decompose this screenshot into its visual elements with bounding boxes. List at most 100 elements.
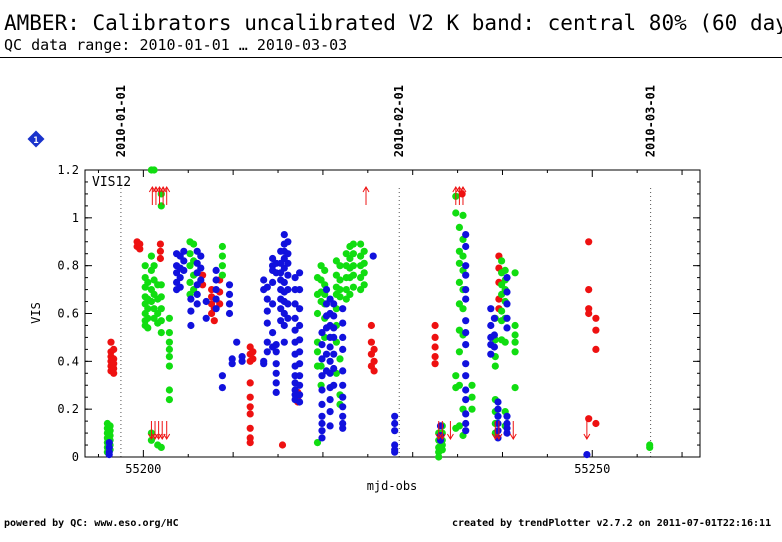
data-point-red [592, 419, 600, 428]
data-point-blue [318, 386, 326, 394]
data-point-blue [330, 324, 338, 332]
y-tick-label: 0.2 [57, 402, 79, 416]
x-axis: 55200 55250 [97, 170, 683, 476]
data-point-red [367, 321, 375, 330]
data-point-blue [503, 314, 511, 322]
below-limit-arrow-head [495, 433, 503, 440]
data-point-blue [272, 348, 280, 356]
data-point-red [249, 348, 257, 356]
data-point-blue [197, 276, 205, 284]
data-point-red [156, 240, 164, 248]
data-point-blue [490, 314, 498, 322]
data-point-blue [176, 274, 184, 282]
data-point-green [165, 362, 173, 370]
data-point-red [431, 321, 439, 330]
data-point-green [336, 355, 344, 363]
data-point-green [438, 446, 446, 454]
data-point-green [511, 321, 519, 330]
data-point-red [246, 424, 254, 432]
data-point-blue [462, 242, 470, 251]
data-point-blue [436, 422, 445, 430]
data-point-blue [280, 231, 288, 239]
data-point-blue [318, 412, 326, 420]
data-point-blue [494, 419, 502, 428]
data-point-blue [462, 329, 470, 337]
data-point-green [349, 262, 357, 270]
data-point-green [646, 443, 654, 451]
data-point-red [246, 403, 254, 411]
data-point-blue [462, 271, 470, 279]
data-point-green [141, 262, 149, 270]
data-point-blue [330, 312, 338, 320]
data-point-red [156, 254, 164, 263]
data-point-blue [269, 329, 277, 337]
panel-badge[interactable]: 1 [27, 130, 45, 148]
y-tick-label: 0.6 [57, 307, 79, 321]
data-point-red [431, 343, 439, 351]
panel-label: VIS12 [92, 175, 131, 190]
data-point-red [370, 345, 378, 353]
data-point-red [246, 379, 254, 387]
data-point-blue [503, 288, 511, 296]
data-point-blue [296, 381, 304, 389]
data-point-blue [326, 396, 334, 404]
data-point-blue [280, 278, 288, 286]
data-point-red [246, 393, 254, 401]
data-point-blue [269, 278, 277, 286]
data-point-blue [280, 321, 288, 330]
data-point-blue [391, 412, 399, 420]
data-point-green [468, 405, 476, 413]
data-point-blue [228, 360, 236, 368]
data-point-green [190, 240, 198, 248]
chart-title: AMBER: Calibrators uncalibrated V2 K ban… [4, 12, 782, 34]
data-point-green [336, 276, 344, 284]
data-point-green [455, 278, 463, 286]
above-limit-arrow-head [163, 186, 171, 193]
y-tick-label: 0 [72, 450, 79, 464]
header-divider [0, 57, 782, 58]
data-point-red [370, 367, 378, 375]
data-point-blue [272, 341, 280, 349]
data-point-blue [197, 252, 205, 260]
data-point-green [501, 338, 509, 346]
data-point-red [585, 309, 593, 318]
data-point-green [349, 271, 357, 279]
data-point-green [157, 202, 165, 210]
below-limit-arrow-head [509, 433, 517, 440]
data-point-green [360, 269, 368, 277]
data-point-blue [391, 419, 399, 428]
data-point-blue [462, 419, 470, 428]
data-point-blue [503, 300, 511, 308]
data-point-blue [462, 317, 470, 325]
data-point-blue [176, 283, 184, 291]
data-point-green [501, 266, 509, 274]
badge-label: 1 [33, 136, 38, 146]
data-point-blue [284, 238, 292, 246]
data-point-blue [339, 319, 347, 327]
above-limit-arrow-head [459, 186, 467, 193]
data-point-red [110, 345, 118, 353]
data-point-green [349, 250, 357, 258]
data-point-blue [193, 290, 201, 298]
data-point-red [370, 357, 378, 365]
data-point-green [468, 393, 476, 401]
data-point-green [157, 293, 165, 301]
data-point-blue [187, 321, 195, 330]
data-point-blue [296, 372, 304, 380]
data-point-red [431, 333, 439, 341]
data-point-blue [462, 427, 470, 435]
data-point-red [431, 353, 439, 361]
data-point-green [360, 259, 368, 267]
data-point-blue [462, 341, 470, 349]
data-point-blue [105, 451, 113, 459]
data-point-blue [272, 388, 280, 396]
x-tick-label: 55250 [574, 462, 610, 476]
data-point-red [156, 247, 164, 255]
data-point-green [157, 443, 165, 451]
data-point-green [150, 166, 158, 174]
data-point-green [349, 283, 357, 291]
data-point-blue [296, 321, 304, 330]
data-point-green [349, 240, 357, 248]
data-point-blue [318, 400, 326, 408]
data-point-blue [462, 262, 470, 270]
